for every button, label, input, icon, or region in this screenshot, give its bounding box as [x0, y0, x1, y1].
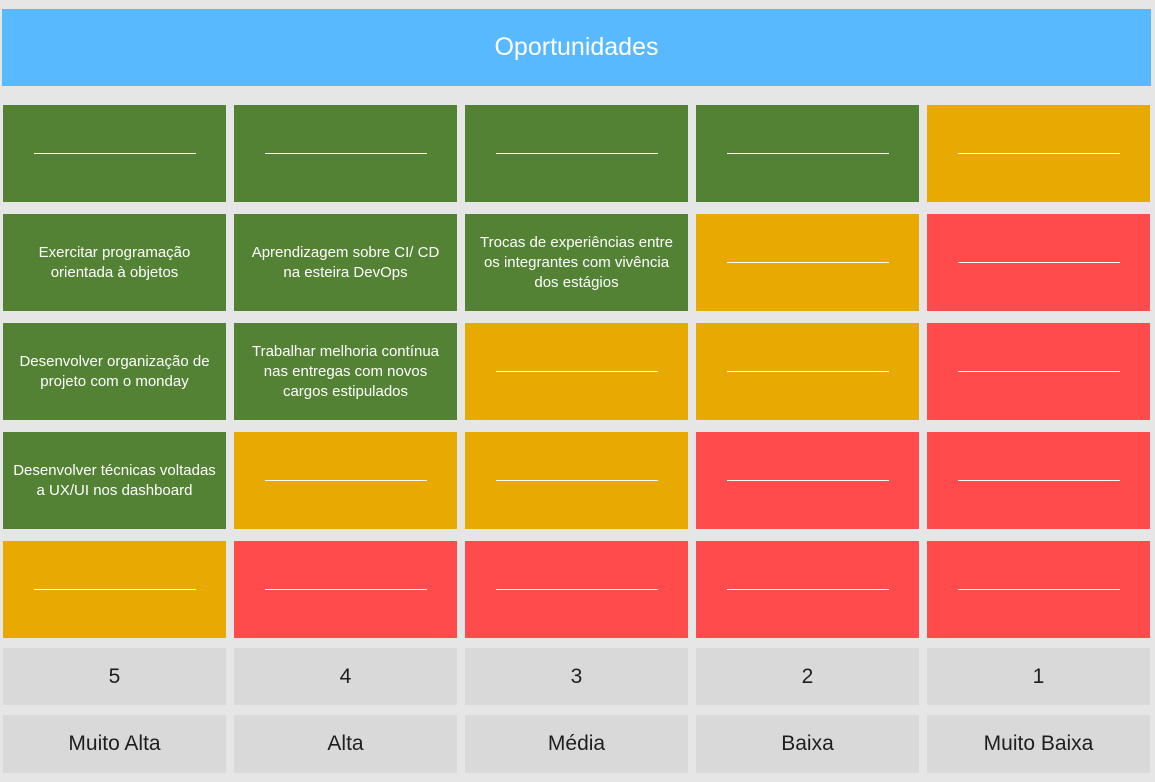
opportunity-text: Desenvolver técnicas voltadas a UX/UI no… [13, 461, 216, 499]
score-label: 1 [927, 648, 1150, 705]
matrix-cell [3, 105, 226, 202]
matrix-cell [696, 541, 919, 638]
opportunity-text: Trocas de experiências entre os integran… [480, 233, 673, 291]
score-label: 3 [465, 648, 688, 705]
empty-placeholder-line [33, 589, 196, 590]
matrix-cell [465, 105, 688, 202]
empty-placeholder-line [726, 262, 889, 263]
level-label: Baixa [696, 715, 919, 773]
matrix-cell [3, 541, 226, 638]
matrix-cell [465, 432, 688, 529]
empty-placeholder-line [495, 371, 658, 372]
empty-placeholder-line [495, 153, 658, 154]
empty-placeholder-line [726, 153, 889, 154]
opportunity-text: Aprendizagem sobre CI/ CD na esteira Dev… [251, 243, 440, 281]
level-label: Muito Alta [3, 715, 226, 773]
matrix-cell [234, 541, 457, 638]
score-label: 2 [696, 648, 919, 705]
opportunity-text: Exercitar programação orientada à objeto… [38, 243, 191, 281]
empty-placeholder-line [264, 153, 427, 154]
level-label: Alta [234, 715, 457, 773]
empty-placeholder-line [495, 480, 658, 481]
matrix-cell [927, 214, 1150, 311]
level-label: Muito Baixa [927, 715, 1150, 773]
score-label: 5 [3, 648, 226, 705]
matrix-cell [927, 105, 1150, 202]
level-label: Média [465, 715, 688, 773]
opportunity-text: Desenvolver organização de projeto com o… [19, 352, 210, 390]
matrix-cell: Trabalhar melhoria contínua nas entregas… [234, 323, 457, 420]
matrix-cell [696, 432, 919, 529]
opportunity-text: Trabalhar melhoria contínua nas entregas… [251, 342, 440, 400]
empty-placeholder-line [264, 589, 427, 590]
empty-placeholder-line [726, 371, 889, 372]
matrix-cell [234, 432, 457, 529]
matrix-cell: Aprendizagem sobre CI/ CD na esteira Dev… [234, 214, 457, 311]
matrix-title: Oportunidades [2, 9, 1151, 86]
matrix-cell [696, 105, 919, 202]
matrix-cell [927, 432, 1150, 529]
empty-placeholder-line [957, 589, 1120, 590]
empty-placeholder-line [264, 480, 427, 481]
empty-placeholder-line [957, 480, 1120, 481]
matrix-cell: Trocas de experiências entre os integran… [465, 214, 688, 311]
matrix-cell: Exercitar programação orientada à objeto… [3, 214, 226, 311]
empty-placeholder-line [957, 262, 1120, 263]
empty-placeholder-line [33, 153, 196, 154]
empty-placeholder-line [957, 153, 1120, 154]
empty-placeholder-line [495, 589, 658, 590]
score-label: 4 [234, 648, 457, 705]
matrix-cell [927, 541, 1150, 638]
matrix-cell [234, 105, 457, 202]
matrix-cell [465, 541, 688, 638]
matrix-cell: Desenvolver organização de projeto com o… [3, 323, 226, 420]
matrix-cell [927, 323, 1150, 420]
matrix-cell [696, 214, 919, 311]
matrix-cell: Desenvolver técnicas voltadas a UX/UI no… [3, 432, 226, 529]
matrix-cell [465, 323, 688, 420]
matrix-cell [696, 323, 919, 420]
empty-placeholder-line [726, 589, 889, 590]
empty-placeholder-line [957, 371, 1120, 372]
empty-placeholder-line [726, 480, 889, 481]
